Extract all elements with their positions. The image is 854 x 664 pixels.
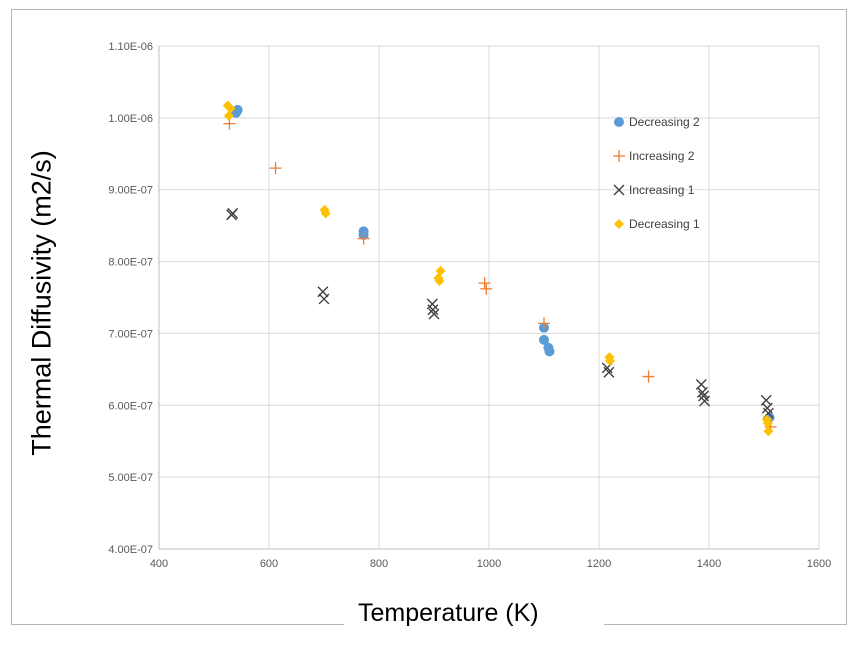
- x-axis-label: Temperature (K): [344, 596, 604, 664]
- y-tick-label: 1.00E-06: [108, 113, 153, 125]
- y-tick-label: 7.00E-07: [108, 328, 153, 340]
- legend-marker-decreasing-2: [614, 117, 624, 127]
- y-tick-label: 6.00E-07: [108, 400, 153, 412]
- point-decreasing-2: [544, 346, 555, 357]
- point-decreasing-2: [232, 104, 243, 115]
- chart-frame: [11, 9, 847, 625]
- legend-label-increasing-1: Increasing 1: [629, 183, 695, 197]
- legend-marker-increasing-1: [613, 184, 625, 196]
- point-increasing-1: [427, 304, 439, 316]
- x-tick-label: 1000: [477, 558, 501, 570]
- point-decreasing-1: [605, 355, 615, 366]
- gridlines: [159, 45, 820, 549]
- y-axis-label: Thermal Diffusivity (m2/s): [26, 150, 57, 456]
- point-decreasing-1: [223, 110, 234, 121]
- x-axis-ticks: 400 600 800 1000 1200 1400 1600: [150, 558, 831, 570]
- point-increasing-1: [603, 366, 615, 378]
- point-decreasing-2: [539, 334, 549, 345]
- point-increasing-2: [269, 162, 282, 175]
- y-tick-label: 1.10E-06: [108, 41, 153, 53]
- point-decreasing-1: [320, 208, 331, 219]
- axes: [158, 46, 819, 550]
- point-increasing-2: [480, 282, 493, 295]
- legend-marker-decreasing-1: [614, 219, 624, 229]
- point-increasing-2: [478, 277, 491, 290]
- point-decreasing-1: [435, 265, 446, 276]
- point-increasing-1: [696, 386, 708, 398]
- point-increasing-1: [428, 308, 440, 320]
- y-tick-label: 4.00E-07: [108, 544, 153, 556]
- point-increasing-1: [699, 395, 711, 407]
- point-increasing-1: [318, 293, 330, 305]
- y-tick-label: 8.00E-07: [108, 257, 153, 269]
- point-increasing-2: [357, 232, 370, 245]
- y-tick-label: 5.00E-07: [108, 472, 153, 484]
- legend-label-increasing-2: Increasing 2: [629, 149, 695, 163]
- point-increasing-2: [538, 317, 550, 330]
- point-decreasing-1: [762, 418, 773, 429]
- point-decreasing-1: [225, 103, 236, 114]
- x-tick-label: 1600: [807, 558, 831, 570]
- legend: Decreasing 2 Increasing 2 Increasing 1 Decr…: [613, 115, 700, 231]
- y-axis-ticks: 4.00E-07 5.00E-07 6.00E-07 7.00E-07 8.00E-07…: [108, 41, 153, 556]
- point-increasing-2: [642, 370, 655, 383]
- x-tick-label: 400: [150, 558, 168, 570]
- point-decreasing-1: [434, 275, 445, 286]
- legend-label-decreasing-2: Decreasing 2: [629, 115, 700, 129]
- data-points: [222, 100, 777, 437]
- x-tick-label: 1400: [697, 558, 721, 570]
- legend-marker-increasing-2: [613, 150, 625, 162]
- x-tick-label: 600: [260, 558, 278, 570]
- point-increasing-1: [227, 207, 239, 219]
- y-tick-label: 9.00E-07: [108, 185, 153, 197]
- x-tick-label: 1200: [587, 558, 611, 570]
- x-tick-label: 800: [370, 558, 388, 570]
- point-decreasing-1: [763, 426, 774, 437]
- legend-label-decreasing-1: Decreasing 1: [629, 217, 700, 231]
- y-axis-label-wrap: Thermal Diffusivity (m2/s): [20, 93, 64, 513]
